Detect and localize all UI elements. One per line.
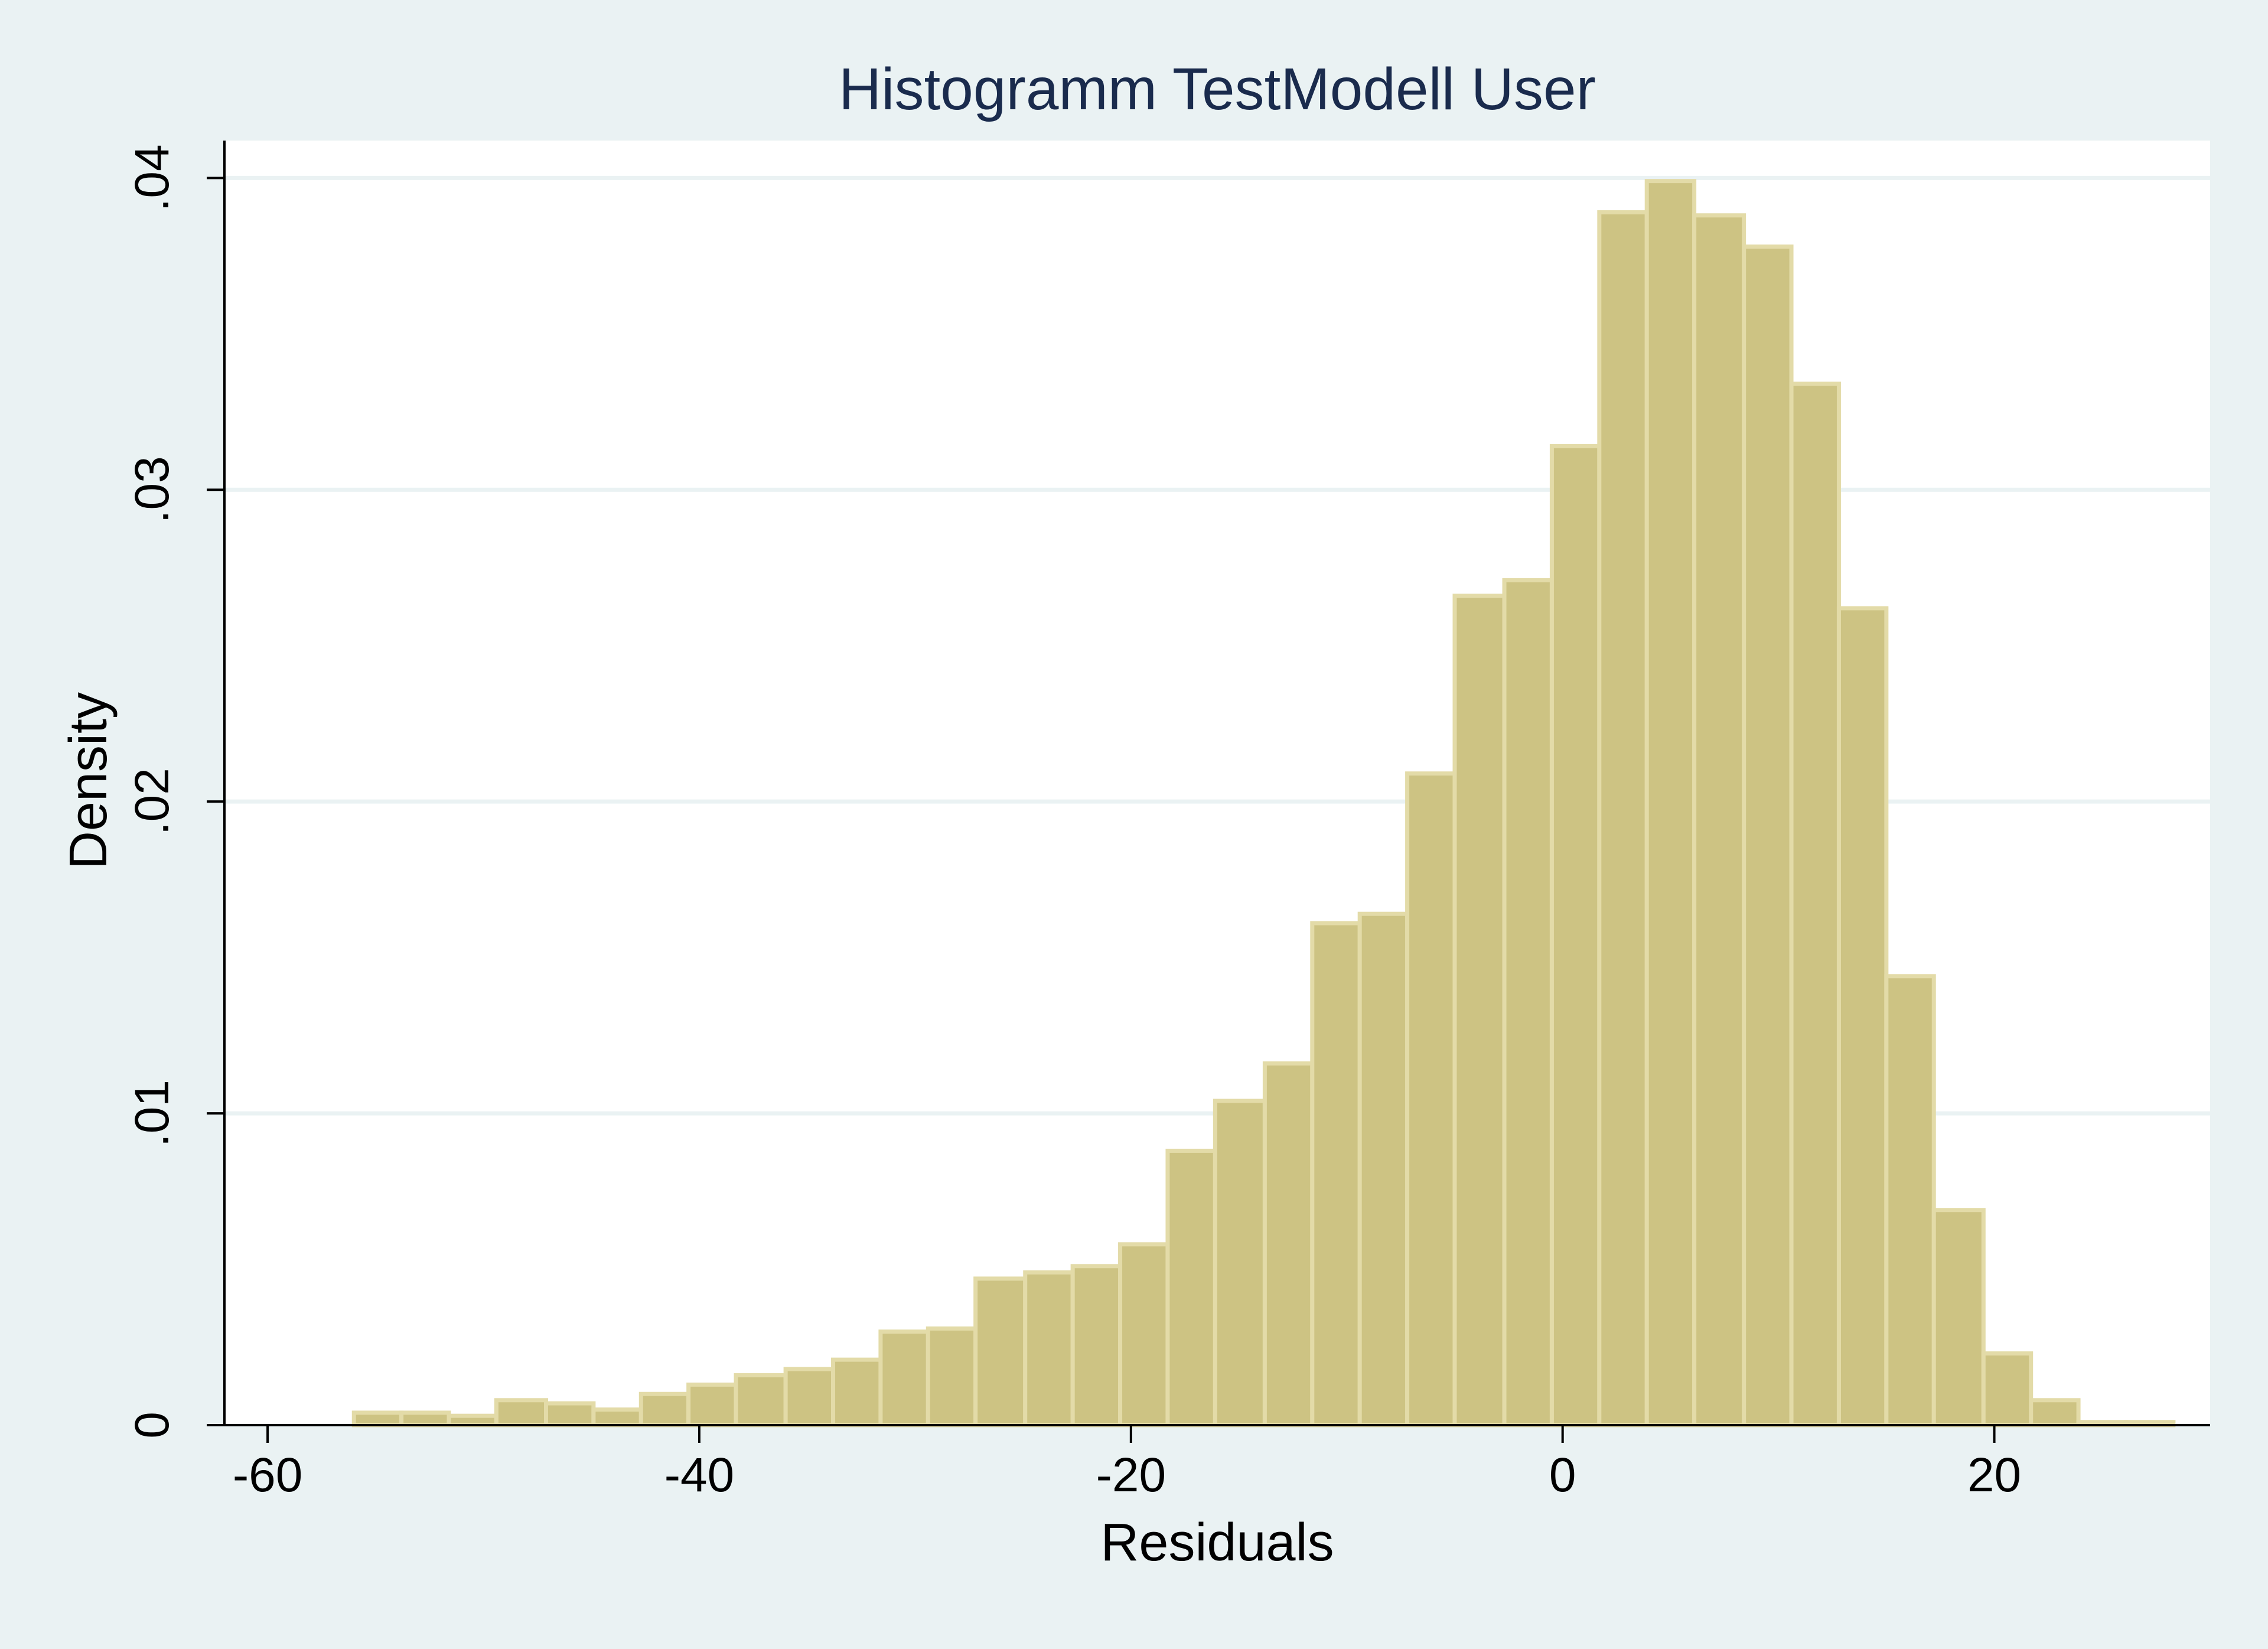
- histogram-bar: [783, 1367, 836, 1428]
- histogram-bar: [1692, 213, 1746, 1428]
- histogram-bar: [1310, 921, 1362, 1428]
- histogram-bar: [1262, 1061, 1315, 1428]
- histogram-bar: [878, 1329, 930, 1428]
- axis-ticks: -60 -40 -20 0 20 0 .01 .02 .03 .04: [125, 144, 2021, 1502]
- x-tick-label: -20: [1096, 1448, 1166, 1502]
- x-tick-label: -40: [664, 1448, 735, 1502]
- histogram-bar: [1023, 1270, 1075, 1428]
- x-axis-label: Residuals: [1100, 1513, 1334, 1572]
- y-axis-label: Density: [59, 692, 118, 869]
- histogram-bar: [973, 1276, 1028, 1428]
- histogram-bar: [1452, 594, 1507, 1428]
- histogram-bar: [351, 1410, 404, 1428]
- histogram-bar: [494, 1398, 548, 1428]
- histogram-bars: [351, 179, 2176, 1428]
- histogram-bar: [1981, 1351, 2034, 1428]
- histogram-bar: [1502, 578, 1554, 1428]
- x-tick-label: 20: [1967, 1448, 2021, 1502]
- histogram-bar: [2029, 1398, 2081, 1428]
- histogram-bar: [1644, 179, 1697, 1428]
- histogram-bar: [399, 1410, 451, 1428]
- chart-title: Histogramm TestModell User: [839, 56, 1596, 122]
- histogram-bar: [1070, 1264, 1123, 1428]
- histogram-bar: [543, 1401, 596, 1428]
- histogram-bar: [926, 1326, 978, 1428]
- histogram-bar: [1405, 771, 1457, 1428]
- histogram-bar: [831, 1357, 883, 1428]
- y-tick-label: .03: [125, 456, 179, 523]
- histogram-bar: [1213, 1099, 1267, 1428]
- histogram-bar: [1742, 244, 1794, 1428]
- histogram-bar: [638, 1391, 691, 1428]
- histogram-bar: [686, 1382, 738, 1428]
- histogram-bar: [447, 1413, 498, 1428]
- histogram-bar: [734, 1373, 788, 1428]
- histogram-bar: [1118, 1242, 1170, 1428]
- histogram-bar: [1549, 444, 1602, 1428]
- histogram-bar: [1789, 382, 1841, 1428]
- x-tick-label: -60: [233, 1448, 303, 1502]
- y-tick-label: .04: [125, 144, 179, 211]
- histogram-bar: [1836, 606, 1889, 1428]
- y-tick-label: .02: [125, 768, 179, 835]
- histogram-bar: [1597, 210, 1649, 1428]
- x-tick-label: 0: [1549, 1448, 1576, 1502]
- y-tick-label: .01: [125, 1080, 179, 1147]
- histogram-bar: [1165, 1148, 1217, 1428]
- histogram-bar: [1357, 911, 1410, 1428]
- axes: [223, 141, 2210, 1426]
- y-tick-label: 0: [125, 1412, 179, 1439]
- histogram-bar: [1884, 974, 1936, 1428]
- histogram-bar: [591, 1407, 643, 1428]
- histogram-bar: [1931, 1208, 1986, 1428]
